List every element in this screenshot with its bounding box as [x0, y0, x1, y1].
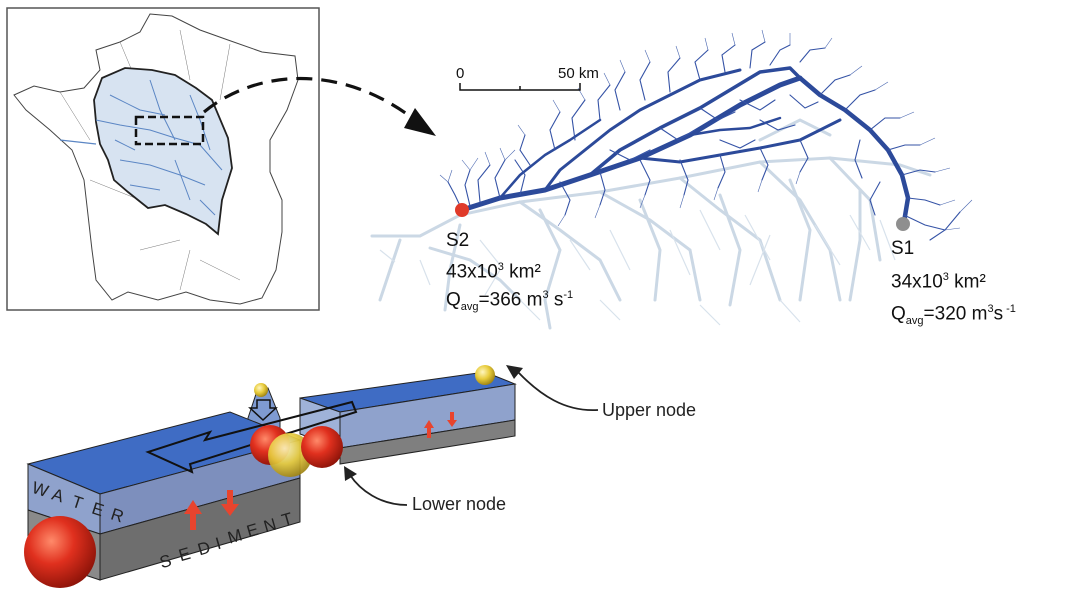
- site-s1-area: 34x103 km²: [891, 266, 986, 293]
- site-s1-area-value: 34x10: [891, 271, 943, 293]
- site-s1-q-symbol: Q: [891, 303, 906, 325]
- site-s2-q-symbol: Q: [446, 289, 461, 311]
- site-s1-q-mid: s: [993, 303, 1004, 325]
- site-s1-discharge: Qavg=320 m3s -1: [891, 298, 1016, 332]
- site-s1-q-sub: avg: [905, 315, 924, 328]
- upper-node-callout-head: [506, 365, 523, 379]
- lower-node-callout-head: [344, 466, 357, 481]
- box-model-diagram: [24, 365, 599, 588]
- site-s1-area-unit: km²: [948, 271, 986, 293]
- tributary-network: [447, 41, 961, 241]
- site-s1-name: S1: [891, 238, 915, 259]
- site-s1-q-eq: =: [923, 303, 935, 325]
- site-s1-q-exp2: -1: [1003, 303, 1016, 315]
- site-s2-marker: [455, 203, 469, 217]
- node-far-yellow: [475, 365, 495, 385]
- exchange-arrows-upper: [424, 412, 457, 438]
- site-s1-q-exp1: 3: [987, 303, 994, 315]
- site-s1-marker: [896, 217, 910, 231]
- exchange-arrow-up: [184, 500, 202, 530]
- site-s2-discharge: Qavg=366 m3 s-1: [446, 284, 573, 318]
- upper-node-label: Upper node: [602, 400, 697, 420]
- site-s2-area-value: 43x10: [446, 261, 498, 283]
- scale-fifty-label: 50 km: [558, 65, 599, 82]
- site-s1-q-value: 320 m: [934, 303, 988, 325]
- zoom-region-box: [134, 115, 205, 146]
- inset-map: [6, 7, 320, 311]
- zoom-arrow-head: [404, 108, 436, 136]
- upper-box-sediment-side: [339, 419, 516, 465]
- lower-node-label: Lower node: [412, 494, 507, 514]
- scale-zero-label: 0: [456, 65, 465, 82]
- loire-river: [59, 139, 97, 145]
- france-internal-borders: [59, 29, 241, 291]
- node-lower-red: [301, 426, 343, 468]
- site-s2-q-exp2: -1: [563, 289, 574, 301]
- connector-down-arrow: [248, 399, 278, 422]
- light-river-network: [370, 118, 932, 330]
- main-river-channels: [459, 66, 911, 225]
- seine-basin-rivers: [95, 79, 223, 216]
- zoom-arrow: [202, 76, 416, 122]
- scale-bar: [459, 83, 581, 91]
- light-river-tributaries: [379, 209, 896, 326]
- site-s1-area-exp: 3: [942, 271, 949, 283]
- exchange-arrow-down: [221, 490, 239, 516]
- site-s2-q-exp1: 3: [542, 289, 549, 301]
- site-s2-area-unit: km²: [503, 261, 541, 283]
- node-top-yellow: [254, 383, 268, 397]
- site-s2-q-mid: s: [548, 289, 564, 311]
- upper-node-callout: [517, 371, 599, 411]
- node-mid-yellow: [268, 433, 312, 477]
- site-s2-q-sub: avg: [460, 301, 479, 314]
- site-s2-name: S2: [446, 230, 470, 251]
- lower-node-callout: [349, 474, 408, 506]
- scale-unit: km: [578, 65, 599, 82]
- flow-arrow: [145, 400, 358, 474]
- scale-fifty-value: 50: [558, 65, 575, 82]
- france-outline: [13, 13, 299, 305]
- seine-basin: [93, 67, 233, 236]
- river-network-map: [370, 29, 973, 330]
- site-s2-area: 43x103 km²: [446, 256, 541, 283]
- site-s2-q-value: 366 m: [489, 289, 543, 311]
- fine-tributaries: [439, 29, 973, 231]
- upper-box: [299, 371, 517, 465]
- node-big-red: [24, 516, 96, 588]
- lower-box-sediment-side: [99, 477, 301, 581]
- exchange-arrows-lower: [184, 490, 239, 530]
- site-s2-area-exp: 3: [497, 261, 504, 273]
- site-s2-q-eq: =: [478, 289, 490, 311]
